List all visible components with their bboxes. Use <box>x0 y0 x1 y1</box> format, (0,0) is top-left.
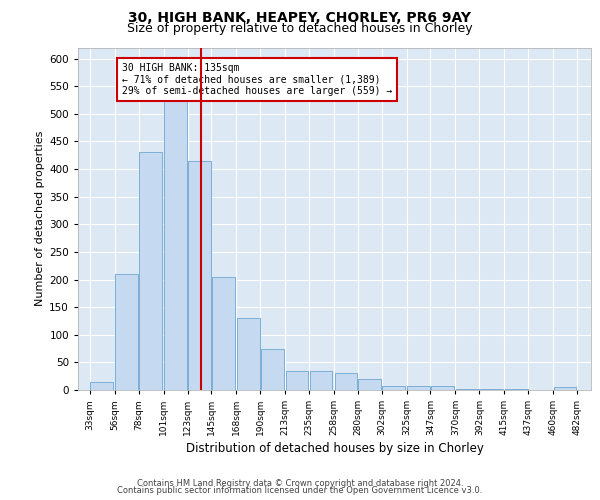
X-axis label: Distribution of detached houses by size in Chorley: Distribution of detached houses by size … <box>185 442 484 456</box>
Bar <box>480 389 503 390</box>
Bar <box>212 277 235 390</box>
Text: 30, HIGH BANK, HEAPEY, CHORLEY, PR6 9AY: 30, HIGH BANK, HEAPEY, CHORLEY, PR6 9AY <box>128 11 472 25</box>
Text: Size of property relative to detached houses in Chorley: Size of property relative to detached ho… <box>127 22 473 35</box>
Bar <box>188 160 211 390</box>
Bar <box>310 370 332 390</box>
Text: Contains HM Land Registry data © Crown copyright and database right 2024.: Contains HM Land Registry data © Crown c… <box>137 478 463 488</box>
Bar <box>335 374 357 390</box>
Text: Contains public sector information licensed under the Open Government Licence v3: Contains public sector information licen… <box>118 486 482 495</box>
Bar <box>456 389 479 390</box>
Bar <box>286 370 308 390</box>
Bar <box>407 386 430 390</box>
Bar <box>554 387 577 390</box>
Bar <box>431 386 454 390</box>
Bar <box>382 386 405 390</box>
Bar <box>358 379 381 390</box>
Bar <box>115 274 138 390</box>
Bar <box>261 348 284 390</box>
Bar <box>164 92 187 390</box>
Bar <box>91 382 113 390</box>
Bar <box>139 152 162 390</box>
Text: 30 HIGH BANK: 135sqm
← 71% of detached houses are smaller (1,389)
29% of semi-de: 30 HIGH BANK: 135sqm ← 71% of detached h… <box>122 63 392 96</box>
Bar <box>237 318 260 390</box>
Y-axis label: Number of detached properties: Number of detached properties <box>35 131 45 306</box>
Bar <box>505 389 527 390</box>
